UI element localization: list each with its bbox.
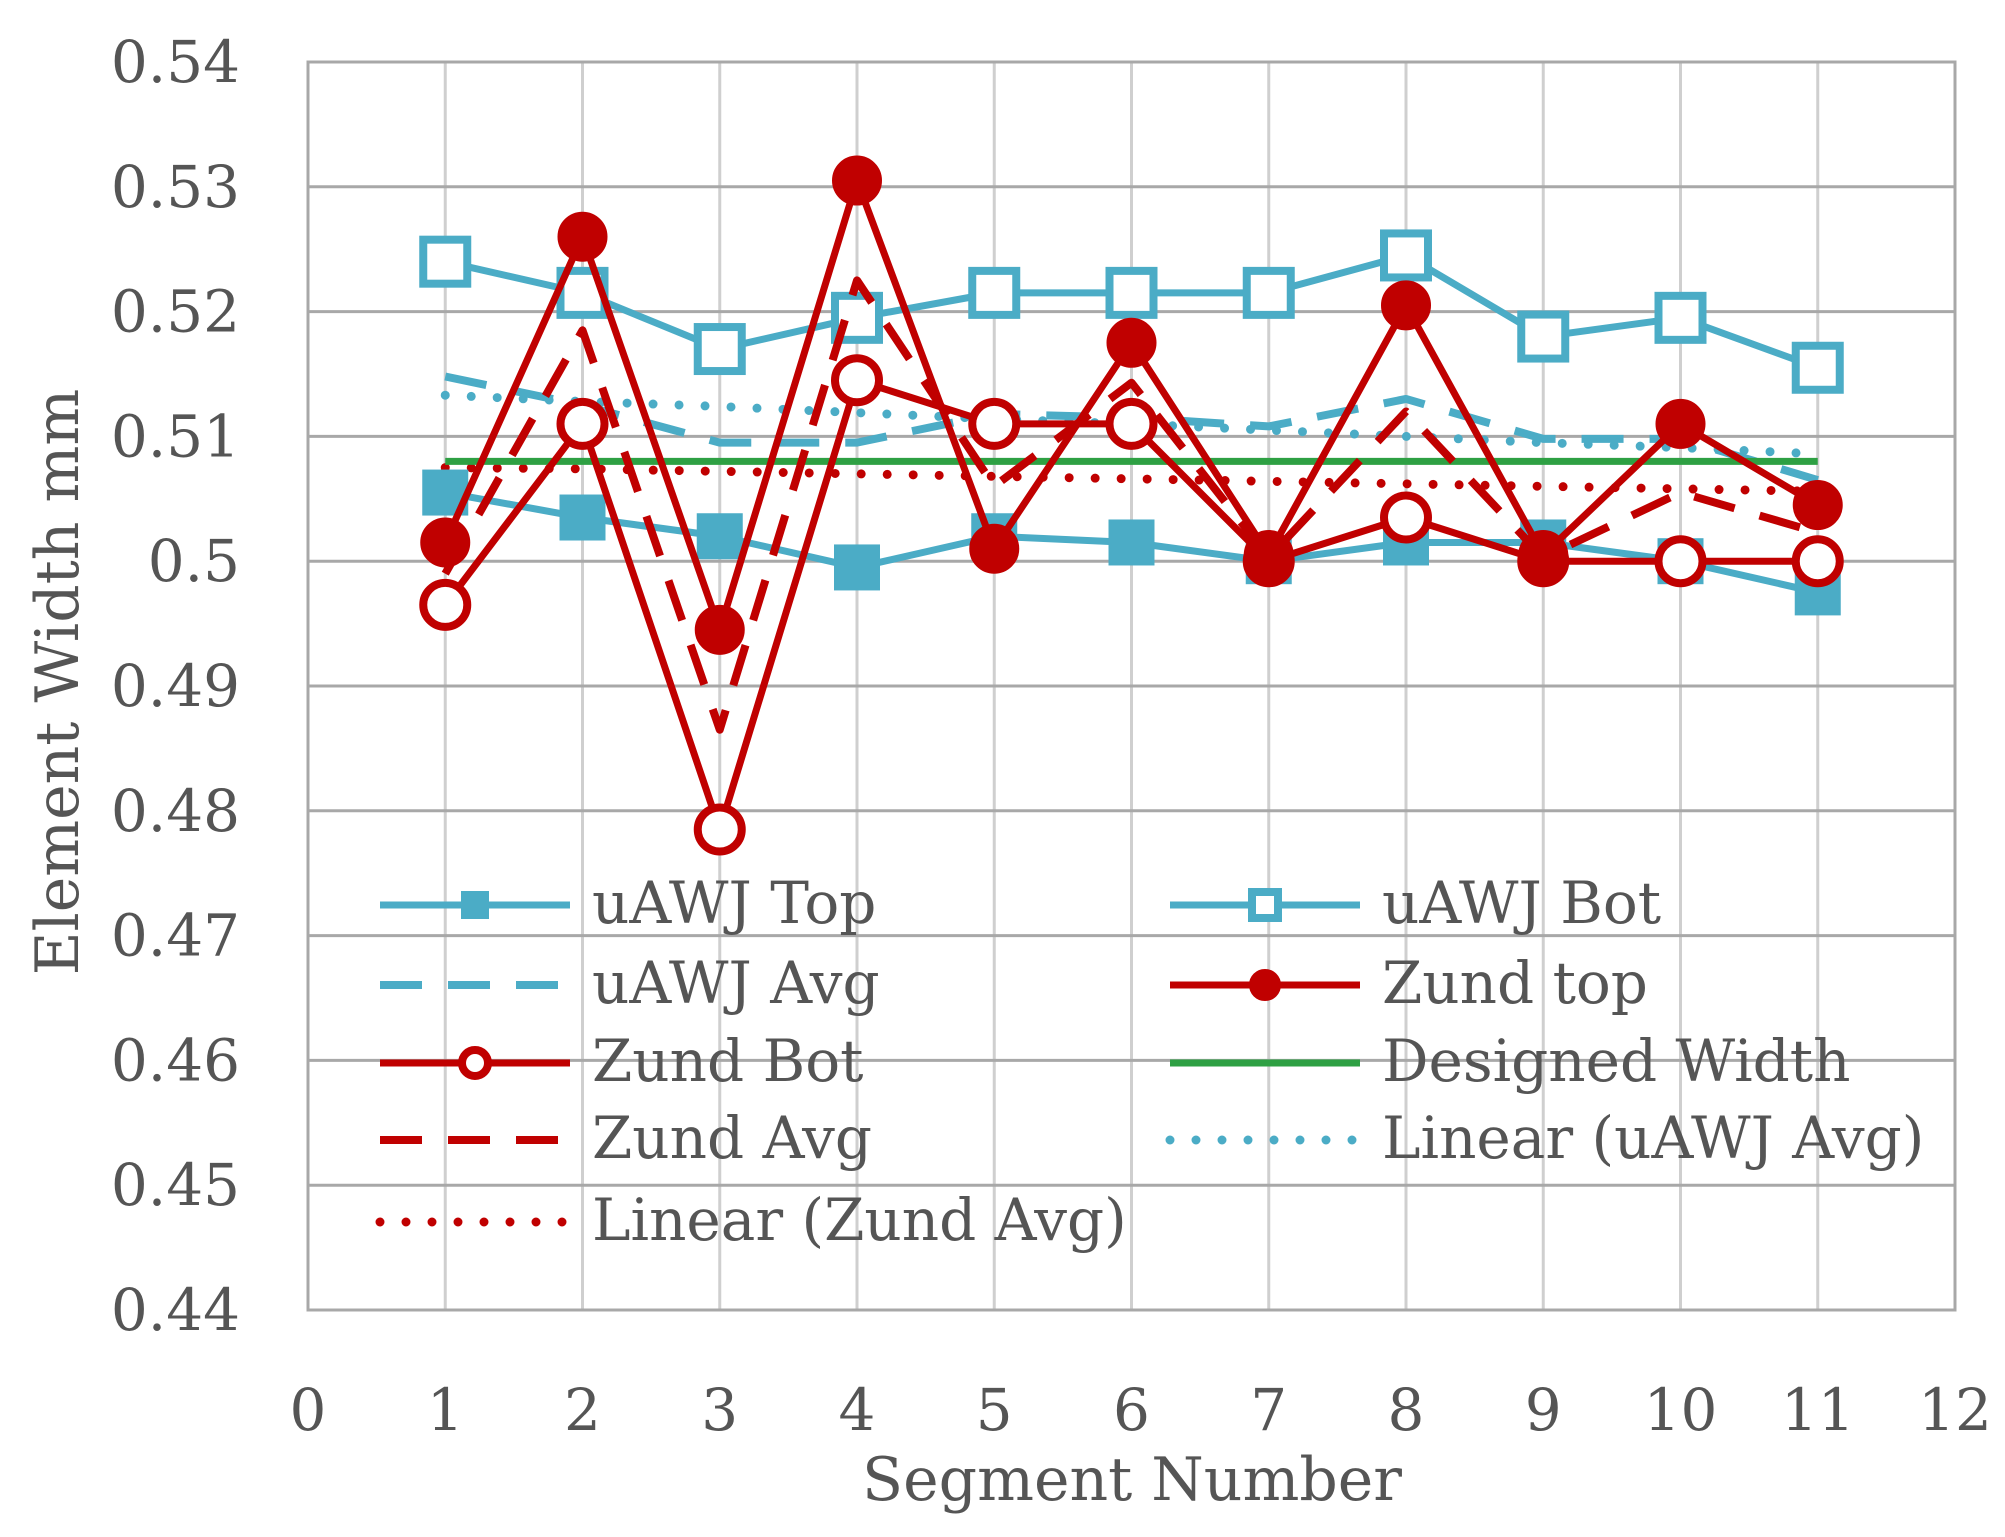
y-tick-label: 0.49 xyxy=(111,652,240,720)
series-zund-avg xyxy=(441,276,1819,734)
x-tick-label: 8 xyxy=(1388,1376,1425,1444)
data-point-uawj-bot xyxy=(1105,266,1158,319)
x-tick-label: 2 xyxy=(564,1376,601,1444)
series-zund-top xyxy=(420,155,1843,655)
data-point-zund-top xyxy=(969,523,1020,574)
data-point-uawj-top xyxy=(1108,519,1155,566)
y-tick-label: 0.54 xyxy=(111,28,240,96)
legend-item: uAWJ Bot xyxy=(1170,869,1661,937)
data-point-uawj-bot xyxy=(1380,229,1432,282)
legend-item: Zund Bot xyxy=(380,1027,863,1095)
series-zund-bot xyxy=(419,354,1844,856)
data-point-zund-bot xyxy=(1654,535,1707,588)
data-point-zund-bot xyxy=(1105,397,1158,450)
x-tick-label: 0 xyxy=(290,1376,327,1444)
data-point-uawj-bot xyxy=(968,266,1021,319)
data-point-zund-top xyxy=(1243,529,1294,580)
data-point-zund-bot xyxy=(458,1046,492,1080)
y-axis-title: Element Width mm xyxy=(23,389,93,976)
data-point-zund-top xyxy=(557,211,608,262)
y-tick-label: 0.51 xyxy=(111,402,240,470)
data-point-uawj-bot xyxy=(693,323,746,376)
legend-label: Designed Width xyxy=(1382,1027,1850,1095)
series-uawj-bot xyxy=(419,229,1844,394)
x-tick-label: 11 xyxy=(1781,1376,1855,1444)
data-point-zund-top xyxy=(1792,480,1843,531)
data-point-uawj-top xyxy=(461,891,489,919)
data-point-zund-top xyxy=(1381,280,1431,331)
legend-label: Zund Bot xyxy=(592,1027,863,1095)
data-point-zund-top xyxy=(1249,969,1281,1001)
y-tick-label: 0.44 xyxy=(111,1276,240,1344)
legend-label: Linear (Zund Avg) xyxy=(592,1186,1127,1254)
data-point-zund-top xyxy=(832,155,882,206)
legend-item: uAWJ Top xyxy=(380,869,876,937)
data-point-uawj-bot xyxy=(1654,291,1707,344)
data-point-zund-bot xyxy=(968,397,1021,450)
data-point-uawj-bot xyxy=(831,291,883,344)
data-point-zund-bot xyxy=(556,397,609,450)
legend-label: uAWJ Top xyxy=(592,869,876,937)
x-tick-label: 4 xyxy=(839,1376,876,1444)
x-tick-label: 6 xyxy=(1113,1376,1150,1444)
legend-label: Linear (uAWJ Avg) xyxy=(1382,1104,1924,1172)
legend-item: Zund Avg xyxy=(380,1104,872,1172)
x-axis-title: Segment Number xyxy=(862,1445,1402,1515)
legend-label: uAWJ Avg xyxy=(592,949,880,1017)
data-point-uawj-bot xyxy=(1242,266,1295,319)
x-tick-label: 12 xyxy=(1918,1376,1992,1444)
data-point-uawj-bot xyxy=(1248,888,1282,922)
data-point-zund-top xyxy=(420,517,471,568)
data-point-zund-bot xyxy=(1380,491,1432,544)
plot-area xyxy=(306,60,1957,1312)
plot-border xyxy=(306,60,1957,1312)
legend: uAWJ Top uAWJ Bot uAWJ Avg Zund top Zund Bot… xyxy=(375,869,1924,1254)
data-point-zund-top xyxy=(1655,398,1706,449)
y-axis-ticks: 0.54 0.53 0.52 0.51 0.5 0.49 0.48 0.47 0.46 0.45 0… xyxy=(111,28,240,1344)
y-tick-label: 0.52 xyxy=(111,278,240,346)
data-point-uawj-bot xyxy=(419,235,472,288)
data-point-uawj-top xyxy=(834,544,880,591)
y-tick-label: 0.47 xyxy=(111,902,240,970)
legend-item: uAWJ Avg xyxy=(380,949,880,1017)
data-point-uawj-top xyxy=(559,494,606,541)
y-tick-label: 0.45 xyxy=(111,1151,240,1219)
data-point-zund-bot xyxy=(419,578,472,631)
series-linear-uawj-avg- xyxy=(440,390,1823,459)
legend-item: Linear (uAWJ Avg) xyxy=(1165,1104,1924,1172)
x-tick-label: 3 xyxy=(701,1376,738,1444)
data-point-zund-bot xyxy=(1791,535,1844,588)
x-tick-label: 1 xyxy=(427,1376,464,1444)
x-tick-label: 10 xyxy=(1644,1376,1718,1444)
data-point-zund-bot xyxy=(831,354,883,407)
x-tick-label: 7 xyxy=(1250,1376,1287,1444)
y-tick-label: 0.48 xyxy=(111,777,240,845)
series-line xyxy=(441,276,1819,734)
data-point-zund-bot xyxy=(693,803,746,856)
data-point-uawj-top xyxy=(696,513,743,560)
x-tick-label: 5 xyxy=(976,1376,1013,1444)
x-tick-label: 9 xyxy=(1525,1376,1562,1444)
y-tick-label: 0.53 xyxy=(111,153,240,221)
y-tick-label: 0.5 xyxy=(148,527,240,595)
series-line xyxy=(440,390,1823,459)
legend-item: Zund top xyxy=(1170,949,1648,1017)
legend-label: uAWJ Bot xyxy=(1382,869,1661,937)
legend-item: Designed Width xyxy=(1170,1027,1850,1095)
legend-label: Zund top xyxy=(1382,949,1648,1017)
series-linear-zund-avg- xyxy=(440,463,1823,496)
legend-item: Linear (Zund Avg) xyxy=(375,1186,1127,1254)
legend-label: Zund Avg xyxy=(592,1104,872,1172)
data-point-zund-top xyxy=(694,604,745,655)
data-point-uawj-bot xyxy=(1517,310,1570,363)
data-point-zund-top xyxy=(1518,529,1569,580)
data-point-uawj-bot xyxy=(1791,341,1844,394)
series-line xyxy=(440,463,1823,496)
x-axis-ticks: 0 1 2 3 4 5 6 7 8 9 10 11 12 xyxy=(290,1376,1992,1444)
data-point-zund-top xyxy=(1106,317,1157,368)
series-layer xyxy=(419,155,1844,856)
y-tick-label: 0.46 xyxy=(111,1026,240,1094)
